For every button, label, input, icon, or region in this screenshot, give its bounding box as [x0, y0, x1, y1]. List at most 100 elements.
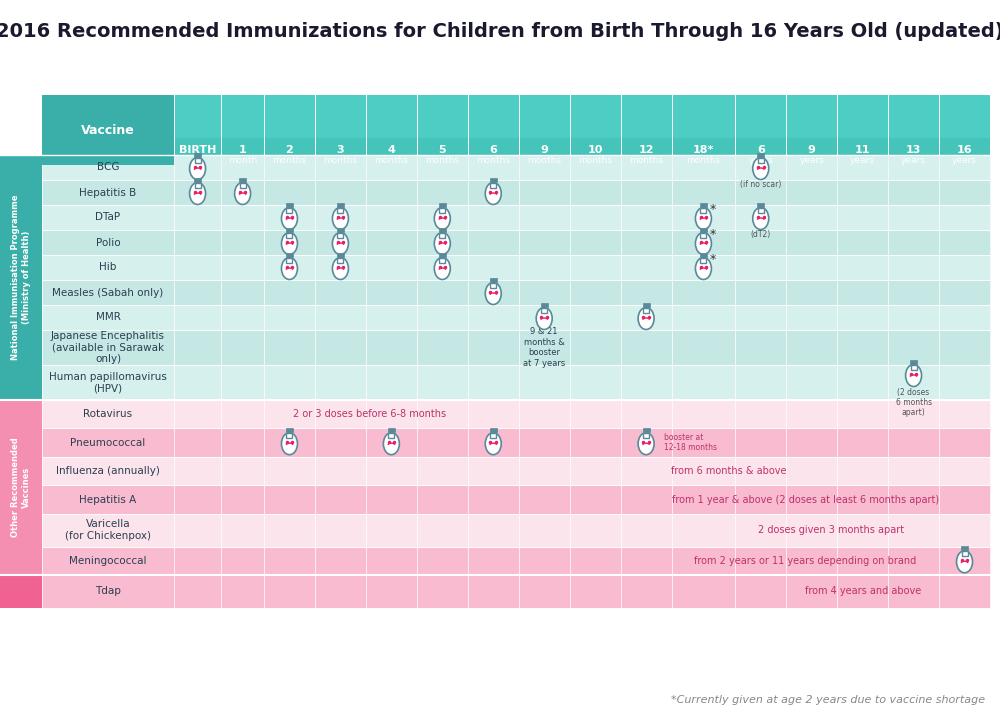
Ellipse shape	[957, 551, 973, 573]
Bar	[468, 180, 519, 205]
Text: months: months	[527, 156, 561, 165]
Bar	[417, 280, 468, 305]
Text: Polio: Polio	[96, 237, 120, 248]
Bar	[757, 153, 764, 157]
Bar	[174, 255, 221, 280]
Bar	[174, 547, 221, 575]
Bar	[837, 365, 888, 400]
Bar	[221, 330, 264, 365]
Ellipse shape	[383, 433, 399, 455]
Bar	[672, 365, 735, 400]
Bar	[315, 255, 366, 280]
Bar	[366, 180, 417, 205]
Bar	[417, 486, 468, 514]
Ellipse shape	[695, 258, 711, 280]
Ellipse shape	[332, 232, 348, 254]
Bar	[366, 205, 417, 230]
Bar	[221, 255, 264, 280]
Bar	[315, 365, 366, 400]
Bar	[570, 365, 621, 400]
Bar	[315, 330, 366, 365]
Bar	[439, 258, 445, 263]
Bar	[490, 278, 497, 282]
Bar	[570, 330, 621, 365]
Bar	[221, 155, 264, 180]
Bar	[519, 486, 570, 514]
Bar	[221, 486, 264, 514]
Bar	[366, 400, 417, 428]
Bar	[735, 575, 786, 608]
Bar	[735, 400, 786, 428]
Bar	[786, 155, 837, 180]
Text: years: years	[901, 156, 926, 165]
Bar	[195, 157, 201, 163]
Text: from 2 years or 11 years depending on brand: from 2 years or 11 years depending on br…	[694, 556, 916, 566]
Ellipse shape	[281, 258, 297, 280]
Bar	[570, 305, 621, 330]
Bar	[888, 280, 939, 305]
Bar	[735, 280, 786, 305]
Bar	[174, 514, 221, 547]
Bar	[621, 330, 672, 365]
Bar	[366, 155, 417, 180]
Bar	[888, 486, 939, 514]
Bar	[315, 514, 366, 547]
Text: booster at
12-18 months: booster at 12-18 months	[664, 433, 717, 452]
Bar	[837, 305, 888, 330]
Bar	[264, 280, 315, 305]
Bar	[672, 155, 735, 180]
Bar	[888, 330, 939, 365]
Bar	[570, 155, 621, 180]
Text: DTaP: DTaP	[95, 212, 121, 222]
Bar	[439, 253, 446, 257]
Bar	[519, 255, 570, 280]
Bar	[264, 547, 315, 575]
Bar	[315, 457, 366, 486]
Bar	[264, 305, 315, 330]
Bar	[643, 433, 649, 438]
Bar	[939, 428, 990, 457]
Bar	[519, 280, 570, 305]
Bar	[786, 365, 837, 400]
Text: month: month	[228, 156, 257, 165]
Bar	[174, 457, 221, 486]
Text: Human papillomavirus
(HPV): Human papillomavirus (HPV)	[49, 372, 167, 394]
Bar	[786, 457, 837, 486]
Bar	[837, 428, 888, 457]
Bar	[837, 457, 888, 486]
Bar	[939, 305, 990, 330]
Bar	[286, 228, 293, 232]
Bar	[337, 258, 343, 263]
Bar	[264, 180, 315, 205]
Text: BCG: BCG	[97, 163, 119, 173]
Text: 6: 6	[757, 145, 765, 155]
Bar	[519, 428, 570, 457]
Bar	[286, 433, 292, 438]
Bar	[570, 280, 621, 305]
Bar	[468, 255, 519, 280]
Bar	[42, 428, 174, 457]
Bar	[490, 282, 496, 287]
Bar	[468, 457, 519, 486]
Bar	[174, 330, 221, 365]
Bar	[366, 280, 417, 305]
Bar	[672, 305, 735, 330]
Ellipse shape	[434, 207, 450, 229]
Bar	[315, 428, 366, 457]
Bar	[468, 280, 519, 305]
Text: Varicella
(for Chickenpox): Varicella (for Chickenpox)	[65, 520, 151, 541]
Bar	[672, 255, 735, 280]
Ellipse shape	[281, 232, 297, 254]
Bar	[643, 428, 650, 433]
Bar	[570, 547, 621, 575]
Bar	[42, 400, 174, 428]
Bar	[837, 180, 888, 205]
Text: 2 or 3 doses before 6-8 months: 2 or 3 doses before 6-8 months	[293, 409, 447, 419]
Bar	[221, 305, 264, 330]
Bar	[417, 547, 468, 575]
Bar	[700, 232, 706, 237]
Bar	[315, 205, 366, 230]
Text: Meningococcal: Meningococcal	[69, 556, 147, 566]
Bar	[221, 180, 264, 205]
Bar	[939, 575, 990, 608]
